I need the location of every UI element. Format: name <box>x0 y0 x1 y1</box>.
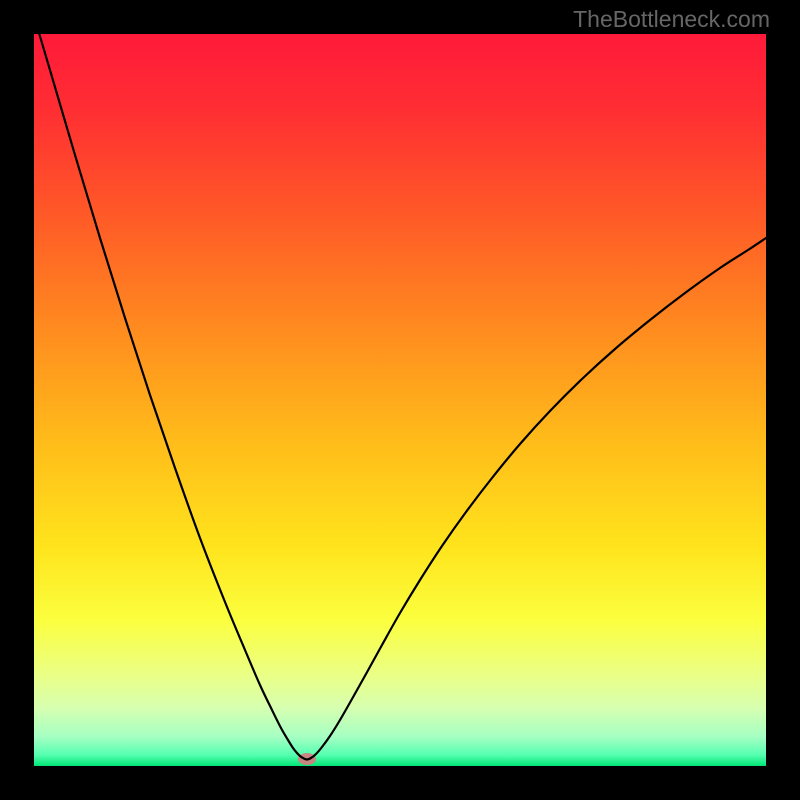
watermark-text: TheBottleneck.com <box>573 6 770 33</box>
chart-frame: TheBottleneck.com <box>0 0 800 800</box>
chart-svg <box>0 0 800 800</box>
plot-background <box>34 34 766 766</box>
